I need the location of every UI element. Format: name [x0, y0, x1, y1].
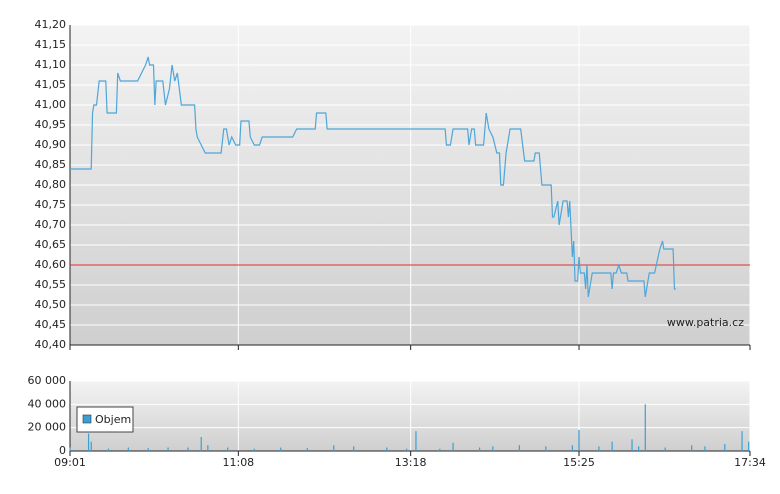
volume-bar [452, 442, 454, 451]
y-tick-label: 41,10 [35, 58, 67, 71]
y-tick-label: 60 000 [28, 374, 67, 387]
y-tick-label: 40,60 [35, 258, 67, 271]
y-tick-label: 40,50 [35, 298, 67, 311]
x-tick-label: 15:25 [563, 456, 595, 469]
volume-bar [638, 446, 640, 451]
volume-bar [578, 430, 580, 451]
volume-plot-area [70, 381, 750, 451]
legend-swatch [82, 414, 92, 424]
y-tick-label: 40,55 [35, 278, 67, 291]
volume-bar [644, 404, 646, 451]
y-tick-label: 41,00 [35, 98, 67, 111]
y-tick-label: 40,80 [35, 178, 67, 191]
y-tick-label: 0 [59, 444, 66, 457]
legend-label: Objem [95, 413, 131, 426]
volume-bar [280, 447, 282, 451]
volume-bar [478, 447, 481, 451]
volume-bar [545, 446, 547, 451]
y-tick-label: 40 000 [28, 397, 67, 410]
volume-bar [167, 447, 169, 451]
volume-bar [333, 445, 335, 451]
x-tick-label: 11:08 [222, 456, 254, 469]
volume-bar [492, 446, 494, 451]
y-tick-label: 41,05 [35, 78, 67, 91]
volume-bar [741, 431, 743, 451]
volume-bar [107, 448, 110, 451]
volume-bar [664, 447, 666, 451]
price-line [70, 56, 676, 298]
y-tick-label: 40,70 [35, 218, 67, 231]
y-tick-label: 41,20 [35, 18, 67, 31]
volume-bar [386, 447, 388, 451]
volume-bar [69, 447, 71, 451]
watermark: www.patria.cz [667, 316, 744, 329]
volume-bar [253, 448, 255, 451]
y-tick-label: 40,85 [35, 158, 67, 171]
volume-bar [353, 446, 355, 451]
volume-bar [748, 441, 750, 451]
volume-bar [90, 441, 92, 451]
y-tick-label: 20 000 [28, 421, 67, 434]
volume-bar [439, 448, 441, 451]
volume-bar [187, 447, 189, 451]
volume-bar [518, 445, 520, 451]
y-tick-label: 41,15 [35, 38, 67, 51]
x-tick-label: 13:18 [395, 456, 427, 469]
volume-bar [200, 437, 202, 451]
volume-bar [306, 448, 308, 451]
volume-bar [598, 446, 600, 451]
volume-bar [87, 433, 90, 451]
volume-bar [415, 431, 417, 451]
volume-bar [127, 447, 129, 451]
y-tick-label: 40,75 [35, 198, 67, 211]
y-tick-label: 40,95 [35, 118, 67, 131]
y-tick-label: 40,90 [35, 138, 67, 151]
volume-bar [207, 445, 209, 451]
volume-bar [724, 444, 726, 451]
x-tick-label: 09:01 [54, 456, 86, 469]
y-tick-label: 40,45 [35, 318, 67, 331]
volume-bar [571, 445, 573, 451]
volume-bar [227, 447, 229, 451]
volume-bar [631, 439, 633, 451]
y-tick-label: 40,40 [35, 338, 67, 351]
volume-bar [406, 448, 408, 451]
volume-bar [691, 445, 693, 451]
volume-bar [611, 441, 613, 451]
x-tick-label: 17:34 [734, 456, 766, 469]
volume-bar [704, 446, 706, 451]
volume-bar [147, 448, 149, 451]
y-tick-label: 40,65 [35, 238, 67, 251]
